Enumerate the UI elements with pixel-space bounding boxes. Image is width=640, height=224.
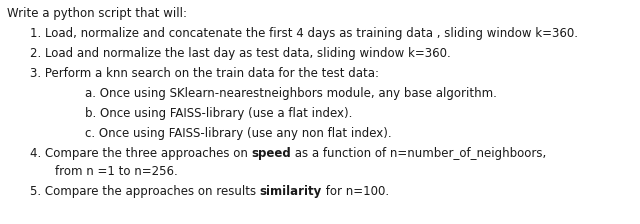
Text: similarity: similarity xyxy=(260,185,322,198)
Text: a. Once using SKlearn-nearestneighbors module, any base algorithm.: a. Once using SKlearn-nearestneighbors m… xyxy=(85,87,497,100)
Text: 5. Compare the approaches on results: 5. Compare the approaches on results xyxy=(30,185,260,198)
Text: speed: speed xyxy=(252,147,291,160)
Text: as a function of n=number_of_neighboors,: as a function of n=number_of_neighboors, xyxy=(291,147,547,160)
Text: 4. Compare the three approaches on: 4. Compare the three approaches on xyxy=(30,147,252,160)
Text: c. Once using FAISS-library (use any non flat index).: c. Once using FAISS-library (use any non… xyxy=(85,127,392,140)
Text: 1. Load, normalize and concatenate the first 4 days as training data , sliding w: 1. Load, normalize and concatenate the f… xyxy=(30,27,578,40)
Text: 2. Load and normalize the last day as test data, sliding window k=360.: 2. Load and normalize the last day as te… xyxy=(30,47,451,60)
Text: 3. Perform a knn search on the train data for the test data:: 3. Perform a knn search on the train dat… xyxy=(30,67,379,80)
Text: b. Once using FAISS-library (use a flat index).: b. Once using FAISS-library (use a flat … xyxy=(85,107,353,120)
Text: from n =1 to n=256.: from n =1 to n=256. xyxy=(55,165,178,178)
Text: for n=100.: for n=100. xyxy=(322,185,389,198)
Text: Write a python script that will:: Write a python script that will: xyxy=(7,7,187,20)
